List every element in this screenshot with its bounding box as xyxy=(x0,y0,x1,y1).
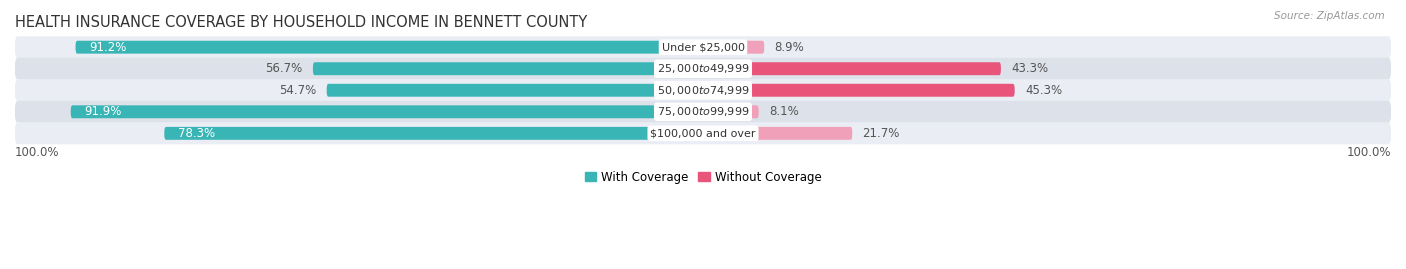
Text: $25,000 to $49,999: $25,000 to $49,999 xyxy=(657,62,749,75)
Text: $100,000 and over: $100,000 and over xyxy=(650,128,756,138)
FancyBboxPatch shape xyxy=(15,36,1391,58)
FancyBboxPatch shape xyxy=(15,101,1391,123)
FancyBboxPatch shape xyxy=(703,41,765,54)
FancyBboxPatch shape xyxy=(15,58,1391,80)
Text: 21.7%: 21.7% xyxy=(863,127,900,140)
FancyBboxPatch shape xyxy=(15,79,1391,101)
Text: 8.1%: 8.1% xyxy=(769,105,799,118)
Text: 91.2%: 91.2% xyxy=(90,41,127,54)
Text: 8.9%: 8.9% xyxy=(775,41,804,54)
Text: $50,000 to $74,999: $50,000 to $74,999 xyxy=(657,84,749,97)
FancyBboxPatch shape xyxy=(326,84,703,97)
FancyBboxPatch shape xyxy=(703,62,1001,75)
Text: 54.7%: 54.7% xyxy=(280,84,316,97)
Text: $75,000 to $99,999: $75,000 to $99,999 xyxy=(657,105,749,118)
FancyBboxPatch shape xyxy=(70,105,703,118)
Text: 91.9%: 91.9% xyxy=(84,105,122,118)
Text: Source: ZipAtlas.com: Source: ZipAtlas.com xyxy=(1274,11,1385,21)
Legend: With Coverage, Without Coverage: With Coverage, Without Coverage xyxy=(579,166,827,189)
Text: 56.7%: 56.7% xyxy=(266,62,302,75)
Text: 100.0%: 100.0% xyxy=(15,146,59,159)
FancyBboxPatch shape xyxy=(314,62,703,75)
FancyBboxPatch shape xyxy=(703,84,1015,97)
Text: 78.3%: 78.3% xyxy=(179,127,215,140)
FancyBboxPatch shape xyxy=(165,127,703,140)
FancyBboxPatch shape xyxy=(703,127,852,140)
Text: 43.3%: 43.3% xyxy=(1011,62,1049,75)
Text: HEALTH INSURANCE COVERAGE BY HOUSEHOLD INCOME IN BENNETT COUNTY: HEALTH INSURANCE COVERAGE BY HOUSEHOLD I… xyxy=(15,15,588,30)
FancyBboxPatch shape xyxy=(703,105,759,118)
Text: Under $25,000: Under $25,000 xyxy=(661,42,745,52)
FancyBboxPatch shape xyxy=(15,122,1391,144)
FancyBboxPatch shape xyxy=(76,41,703,54)
Text: 45.3%: 45.3% xyxy=(1025,84,1062,97)
Text: 100.0%: 100.0% xyxy=(1347,146,1391,159)
